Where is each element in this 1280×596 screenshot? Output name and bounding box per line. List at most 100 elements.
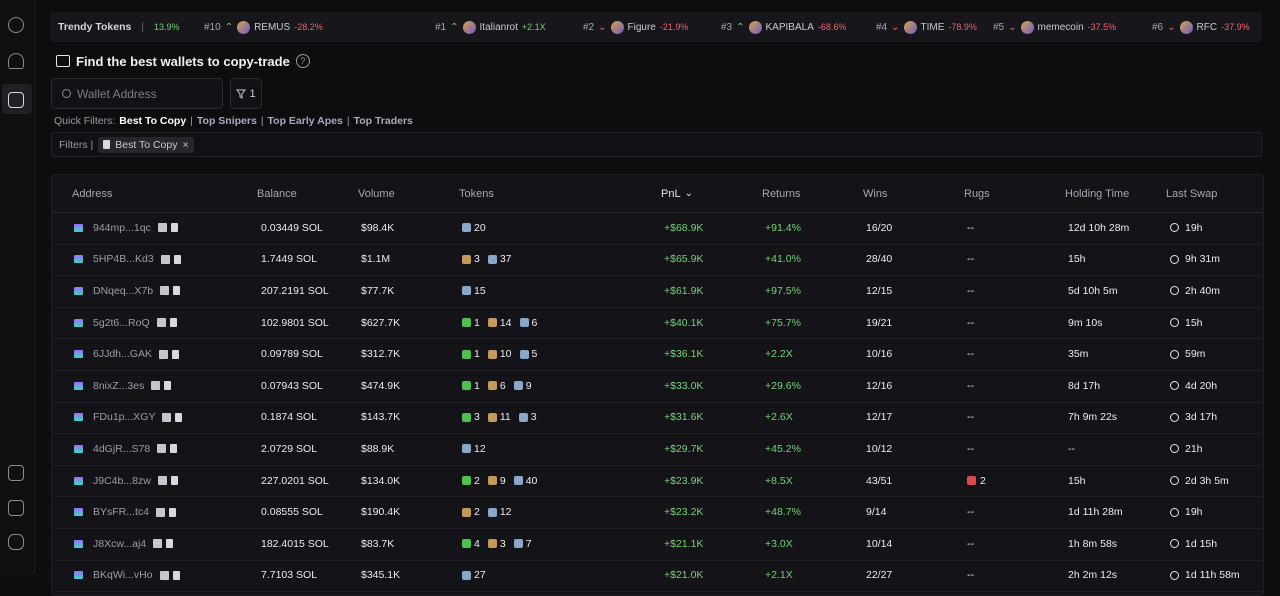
- table-row[interactable]: 8nixZ...3es 0.07943 SOL $474.9K 1 6 9 +$33.0K +…: [52, 370, 1263, 403]
- cell-returns: +48.7%: [765, 496, 801, 528]
- nav-icon[interactable]: [8, 92, 24, 108]
- ticker-item[interactable]: #2 ⌄ Figure -21.9%: [583, 12, 688, 42]
- cell-volume: $1.1M: [361, 244, 390, 276]
- wallet-address[interactable]: DNqeq...X7b: [93, 284, 154, 297]
- column-header[interactable]: Balance: [257, 175, 297, 212]
- table-row[interactable]: J9C4b...8zw 227.0201 SOL $134.0K 2 9 40 +$23.9…: [52, 465, 1263, 498]
- ticker-rank: #6: [1152, 21, 1164, 33]
- wins-value: 19/21: [866, 316, 893, 329]
- pnl-value: +$29.7K: [664, 442, 704, 455]
- last-swap-value: 1d 15h: [1185, 537, 1218, 550]
- nav-icon[interactable]: [8, 534, 24, 550]
- pnl-value: +$65.9K: [664, 253, 704, 266]
- doc-icon: [169, 318, 177, 328]
- cell-rugs: --: [967, 338, 974, 370]
- nav-icon[interactable]: [8, 500, 24, 516]
- ticker-item[interactable]: #1 ⌃ Italianrot +2.1X: [435, 12, 546, 42]
- column-header[interactable]: Returns: [762, 175, 801, 212]
- table-row[interactable]: J8Xcw...aj4 182.4015 SOL $83.7K 4 3 7 +$21.1K +…: [52, 528, 1263, 561]
- wallet-address[interactable]: 6JJdh...GAK: [93, 348, 152, 361]
- column-header[interactable]: Holding Time: [1065, 175, 1129, 212]
- wallet-address[interactable]: J8Xcw...aj4: [93, 537, 147, 550]
- ticker-item[interactable]: #4 ⌄ TIME -78.9%: [876, 12, 977, 42]
- balance-value: 102.9801 SOL: [261, 316, 329, 329]
- table-row[interactable]: 5HP4B...Kd3 1.7449 SOL $1.1M 3 37 +$65.9K +41.…: [52, 244, 1263, 277]
- wallet-address[interactable]: 5g2t6...RoQ: [93, 316, 150, 329]
- cell-holding: --: [1068, 433, 1075, 465]
- filter-button[interactable]: 1: [230, 78, 262, 109]
- holding-value: 9m 10s: [1068, 316, 1103, 329]
- table-row[interactable]: BKqWi...vHo 7.7103 SOL $345.1K 27 +$21.0K +2.…: [52, 560, 1263, 593]
- ticker-item[interactable]: #5 ⌄ memecoin -37.5%: [993, 12, 1116, 42]
- cell-pnl: +$36.1K: [664, 338, 703, 370]
- cell-last-swap: 1d 15h: [1170, 528, 1217, 560]
- nav-icon[interactable]: [8, 17, 24, 33]
- cell-rugs: --: [967, 244, 974, 276]
- ticker-name: REMUS: [254, 21, 291, 33]
- cell-volume: $627.7K: [361, 307, 400, 339]
- wallet-address[interactable]: FDu1p...XGY: [93, 411, 156, 424]
- help-icon[interactable]: ?: [295, 54, 310, 68]
- search-box[interactable]: Wallet Address: [51, 78, 223, 109]
- table-row[interactable]: FDu1p...XGY 0.1874 SOL $143.7K 3 11 3 +$31.6K +…: [52, 402, 1263, 435]
- doc-icon: [169, 507, 177, 517]
- chip-icon: [103, 140, 111, 149]
- rugs-value: --: [967, 284, 974, 297]
- column-header[interactable]: Tokens: [459, 175, 494, 212]
- quick-filter[interactable]: Top Traders: [353, 115, 413, 127]
- quick-filter[interactable]: Top Snipers: [196, 115, 257, 127]
- ticker-item[interactable]: #3 ⌃ KAPIBALA -68.6%: [721, 12, 846, 42]
- cell-rugs: --: [967, 212, 974, 244]
- column-header[interactable]: Address: [72, 175, 112, 212]
- wallet-address[interactable]: J9C4b...8zw: [93, 474, 151, 487]
- cell-pnl: +$23.9K: [664, 465, 703, 497]
- token-count: 5: [519, 348, 537, 360]
- column-header[interactable]: PnL ⌄: [661, 175, 693, 212]
- column-header[interactable]: Rugs: [964, 175, 990, 212]
- token-count: 6: [519, 317, 537, 329]
- column-header[interactable]: Last Swap: [1166, 175, 1217, 212]
- cell-last-swap: 2d 3h 5m: [1170, 465, 1229, 497]
- cell-balance: 7.7103 SOL: [261, 560, 317, 592]
- table-row[interactable]: 944mp...1qc 0.03449 SOL $98.4K 20 +$68.9K +91…: [52, 212, 1263, 245]
- column-header[interactable]: Wins: [863, 175, 887, 212]
- table-row[interactable]: 5g2t6...RoQ 102.9801 SOL $627.7K 1 14 6 +$40.1…: [52, 307, 1263, 340]
- nav-icon[interactable]: [8, 465, 24, 481]
- wallet-address[interactable]: 8nixZ...3es: [93, 379, 145, 392]
- wallet-address[interactable]: BKqWi...vHo: [93, 569, 153, 582]
- quick-filter[interactable]: Top Early Apes: [267, 115, 343, 127]
- last-swap-value: 15h: [1185, 316, 1203, 329]
- chain-icon: [74, 476, 83, 485]
- quick-filter[interactable]: Best To Copy: [119, 115, 187, 127]
- cell-address: BYsFR...tc4: [74, 496, 177, 528]
- table-row[interactable]: 6JJdh...GAK 0.09789 SOL $312.7K 1 10 5 +$36.1K…: [52, 338, 1263, 371]
- table-row[interactable]: 4dGjR...S78 2.0729 SOL $88.9K 12 +$29.7K +45.…: [52, 433, 1263, 466]
- returns-value: +3.0X: [765, 537, 793, 550]
- token-icon: [513, 476, 523, 486]
- cell-address: 5HP4B...Kd3: [74, 244, 181, 276]
- holding-value: --: [1068, 442, 1075, 455]
- wallet-address[interactable]: BYsFR...tc4: [93, 506, 150, 519]
- pnl-value: +$40.1K: [664, 316, 704, 329]
- filter-chip: Best To Copy ×: [98, 136, 194, 153]
- cell-volume: $83.7K: [361, 528, 394, 560]
- wallet-address[interactable]: 5HP4B...Kd3: [93, 253, 154, 266]
- token-icon: [487, 476, 497, 486]
- wallet-address[interactable]: 4dGjR...S78: [93, 442, 151, 455]
- table-row[interactable]: DNqeq...X7b 207.2191 SOL $77.7K 15 +$61.9K +9…: [52, 275, 1263, 308]
- chip-close[interactable]: ×: [182, 138, 189, 151]
- cell-volume: $134.0K: [361, 465, 400, 497]
- balance-value: 0.03449 SOL: [261, 221, 323, 234]
- ticker-label: Trendy Tokens: [58, 21, 132, 33]
- table-row[interactable]: BYsFR...tc4 0.08555 SOL $190.4K 2 12 +$23.2K +…: [52, 496, 1263, 529]
- column-header[interactable]: Volume: [358, 175, 395, 212]
- cell-pnl: +$21.0K: [664, 560, 703, 592]
- token-count: 14: [487, 317, 512, 329]
- nav-icon[interactable]: [8, 53, 24, 69]
- wallet-address[interactable]: 944mp...1qc: [93, 221, 151, 234]
- ticker-item[interactable]: #6 ⌄ RFC -37.9%: [1152, 12, 1250, 42]
- token-count: 1: [462, 380, 480, 392]
- cell-tokens: 4 3 7: [462, 528, 536, 560]
- volume-value: $190.4K: [361, 506, 401, 519]
- ticker-item[interactable]: #10 ⌃ REMUS -28.2%: [204, 12, 323, 42]
